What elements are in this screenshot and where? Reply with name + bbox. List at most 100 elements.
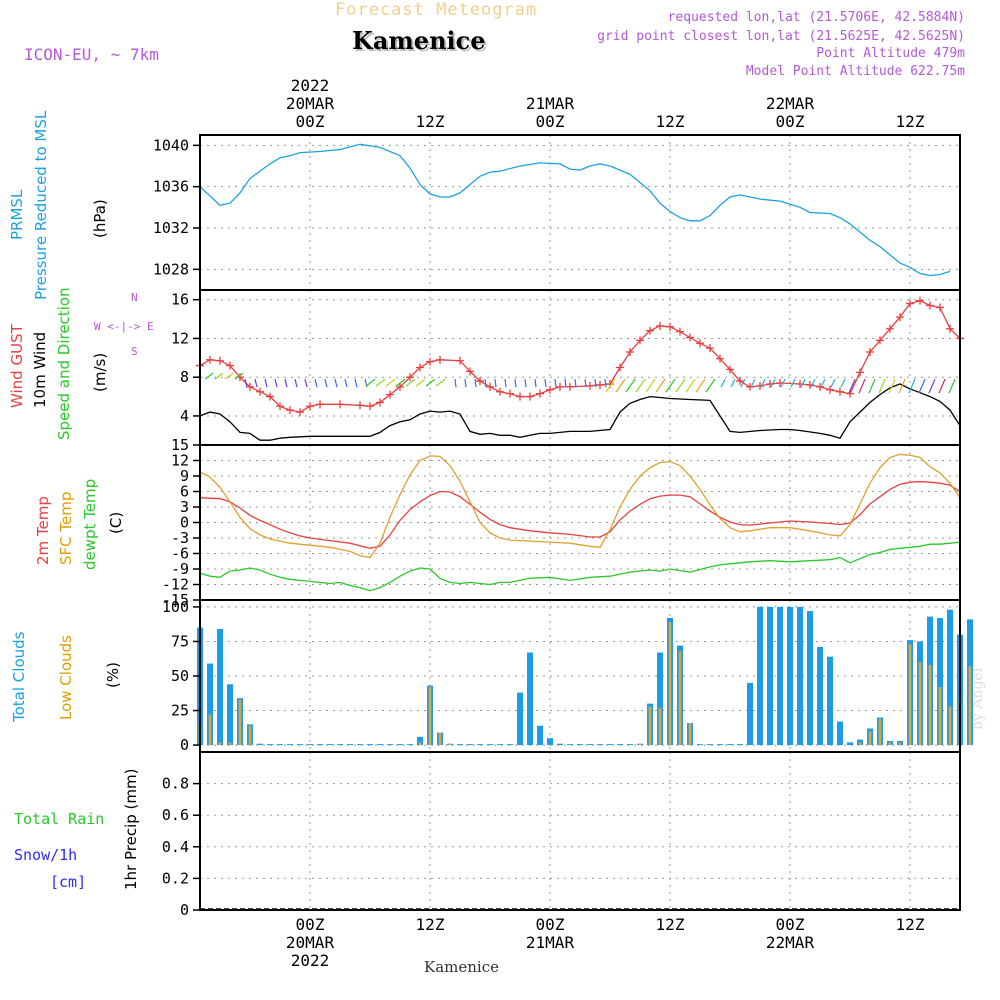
footer-location: Kamenice — [424, 958, 499, 976]
wind-direction-barb — [665, 378, 676, 393]
wind-direction-barb — [494, 379, 497, 388]
low-cloud-bar — [898, 742, 902, 746]
gust-point-marker — [636, 336, 644, 345]
rain-total-label: Total Rain — [14, 810, 105, 828]
wind-direction-barb — [254, 378, 258, 388]
wind-direction-barb — [334, 378, 338, 388]
gust-point-marker — [306, 402, 314, 411]
y-tick-label: 6 — [180, 483, 189, 501]
low-cloud-bar — [438, 732, 442, 746]
bottom-time-label: 00Z — [296, 915, 325, 934]
gust-point-marker — [616, 363, 624, 372]
total-cloud-bar — [377, 744, 383, 746]
wind-direction-barb — [344, 378, 348, 388]
total-cloud-bar — [487, 744, 493, 746]
wind-direction-barb — [780, 378, 786, 388]
series-line-prmsl — [199, 143, 951, 277]
wind-direction-barb — [675, 378, 686, 393]
model-label: ICON-EU, ~ 7km — [24, 45, 159, 64]
wind-direction-barb — [395, 378, 406, 387]
wind-direction-barb — [635, 378, 646, 393]
gust-point-marker — [546, 385, 554, 394]
total-cloud-bar — [847, 742, 853, 746]
y-tick-label: -3 — [171, 529, 189, 547]
wind-direction-barb — [204, 372, 214, 380]
low-cloud-bar — [948, 706, 952, 746]
requested-coords: requested lon,lat (21.5706E, 42.5884N) — [667, 10, 965, 25]
gust-point-marker — [376, 398, 384, 407]
gust-point-marker — [486, 382, 494, 391]
wind-direction-barb — [820, 378, 826, 388]
y-tick-label: 4 — [180, 407, 189, 425]
y-tick-label: 15 — [171, 436, 189, 454]
bottom-time-label: 21MAR — [526, 933, 575, 952]
gust-point-marker — [416, 363, 424, 372]
low-cloud-bar — [688, 722, 692, 746]
total-cloud-bar — [807, 611, 813, 746]
wind-direction-barb — [750, 378, 756, 388]
low-cloud-bar — [428, 687, 432, 746]
wind-direction-barb — [848, 378, 856, 394]
wind-direction-barb — [810, 378, 816, 388]
gust-point-marker — [466, 367, 474, 376]
low-cloud-bar — [638, 743, 642, 746]
low-cloud-bar — [238, 699, 242, 746]
wind-direction-barb — [405, 378, 416, 387]
gust-point-marker — [256, 387, 264, 396]
total-cloud-bar — [367, 744, 373, 746]
wind-direction-barb — [938, 378, 946, 394]
wind-direction-barb — [685, 378, 696, 393]
y-tick-label: -9 — [171, 560, 189, 578]
total-cloud-bar — [317, 744, 323, 746]
wind-direction-barb — [948, 378, 956, 394]
wind-direction-barb — [730, 378, 736, 388]
rain-snow-unit: [cm] — [50, 873, 87, 891]
gust-point-marker — [506, 389, 514, 398]
gust-point-marker — [366, 402, 374, 411]
gust-point-marker — [856, 368, 864, 377]
gust-point-marker — [406, 373, 414, 382]
gust-point-marker — [436, 355, 444, 364]
total-cloud-bar — [757, 606, 763, 746]
wind-direction-barb — [615, 378, 626, 393]
tick-labels: 1028103210361040481216-15-12-9-6-3036912… — [153, 76, 925, 970]
wind-direction-barb — [464, 379, 467, 388]
y-tick-label: 0.8 — [162, 775, 189, 793]
low-cloud-bar — [858, 742, 862, 746]
gust-point-marker — [226, 361, 234, 370]
total-cloud-bar — [527, 652, 533, 746]
wind-direction-barb — [214, 372, 224, 380]
total-cloud-bar — [387, 744, 393, 746]
gust-point-marker — [386, 390, 394, 399]
gust-point-marker — [626, 348, 634, 356]
total-cloud-bar — [217, 629, 223, 746]
gust-point-marker — [426, 357, 434, 366]
gust-point-marker — [706, 344, 714, 353]
chart-marks — [196, 143, 973, 910]
wind-direction-barb — [524, 379, 527, 388]
total-cloud-bar — [837, 721, 843, 746]
low-cloud-bar — [908, 644, 912, 746]
total-cloud-bar — [417, 736, 423, 746]
total-cloud-bar — [507, 744, 513, 746]
total-cloud-bar — [457, 744, 463, 746]
wind-direction-barb — [264, 378, 268, 388]
total-cloud-bar — [767, 606, 773, 746]
total-cloud-bar — [817, 646, 823, 746]
gust-point-marker — [886, 324, 894, 333]
y-tick-label: 75 — [171, 632, 189, 650]
wind-direction-barb — [554, 379, 557, 388]
gust-point-marker — [336, 400, 344, 409]
wind-direction-barb — [294, 378, 298, 388]
total-cloud-bar — [287, 744, 293, 746]
gust-point-marker — [526, 392, 534, 401]
y-tick-label: 1032 — [153, 219, 189, 237]
bottom-time-label: 20MAR — [286, 933, 335, 952]
total-cloud-bar — [257, 743, 263, 746]
low-cloud-bar — [878, 718, 882, 746]
compass-south: S — [131, 345, 138, 358]
gust-point-marker — [646, 326, 654, 335]
series-line-wind-gust — [199, 300, 961, 413]
gust-point-marker — [566, 382, 574, 391]
